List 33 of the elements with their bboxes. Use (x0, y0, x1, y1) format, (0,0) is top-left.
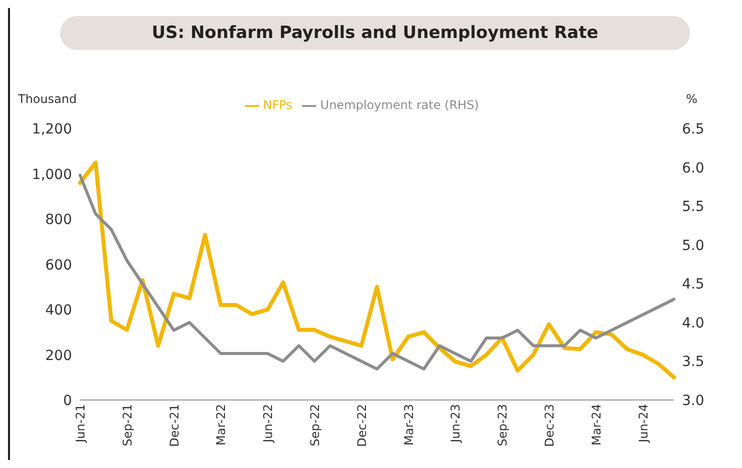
y2-tick-label: 6.5 (682, 122, 704, 138)
y-tick-label: 1,200 (32, 122, 72, 138)
y2-axis-title: % (686, 92, 698, 106)
x-tick-label: Sep-21 (120, 404, 134, 446)
legend-label: NFPs (263, 98, 292, 112)
y-tick-label: 800 (45, 212, 72, 228)
chart-title: US: Nonfarm Payrolls and Unemployment Rate (60, 16, 690, 50)
x-tick-label: Dec-22 (354, 404, 369, 447)
legend-label: Unemployment rate (RHS) (320, 98, 479, 112)
y2-tick-label: 5.5 (682, 199, 704, 216)
x-tick-label: Mar-23 (402, 404, 416, 446)
y-axis-title: Thousand (18, 92, 77, 106)
y2-tick-label: 3.5 (682, 354, 704, 370)
y-tick-label: 400 (45, 302, 72, 319)
x-tick-label: Jun-23 (448, 404, 463, 444)
y-tick-label: 1,000 (32, 166, 72, 183)
y-tick-label: 200 (45, 348, 72, 364)
x-tick-label: Jun-21 (74, 404, 88, 444)
y2-tick-label: 4.0 (682, 315, 704, 332)
x-tick-label: Jun-24 (636, 404, 650, 444)
y2-tick-label: 6.0 (682, 160, 704, 176)
x-tick-label: Jun-22 (261, 404, 276, 444)
y-tick-label: 600 (45, 257, 72, 274)
x-tick-label: Dec-23 (542, 404, 556, 447)
y2-tick-label: 5.0 (682, 238, 704, 254)
y2-tick-label: 3.0 (682, 392, 704, 409)
x-tick-label: Sep-23 (496, 404, 510, 446)
y-tick-label: 0 (63, 392, 72, 409)
y2-tick-label: 4.5 (682, 276, 704, 293)
x-tick-label: Sep-22 (308, 404, 322, 446)
x-tick-label: Mar-24 (589, 404, 604, 446)
x-tick-label: Dec-21 (167, 404, 182, 447)
x-tick-label: Mar-22 (214, 404, 228, 446)
